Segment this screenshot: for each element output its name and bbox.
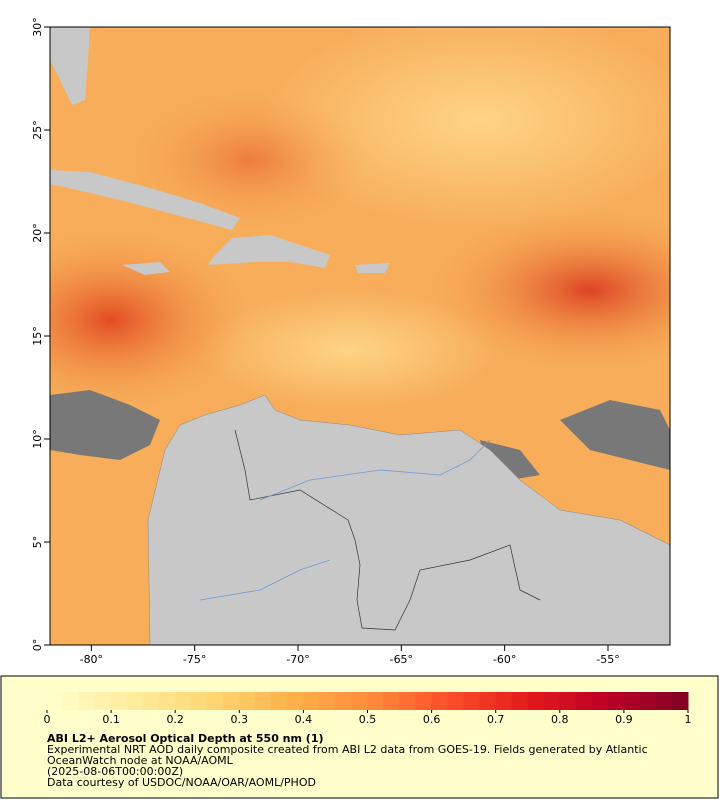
river <box>259 439 491 501</box>
cloud-mask <box>50 390 160 460</box>
colorbar-swatch <box>671 692 689 710</box>
colorbar-swatch <box>383 692 401 710</box>
border <box>347 519 541 631</box>
colorbar-tick-label: 0.7 <box>487 713 505 726</box>
colorbar-swatch <box>207 692 224 710</box>
x-tick-label: -65° <box>390 653 413 666</box>
legend-line: (2025-08-06T00:00:00Z) <box>47 765 183 778</box>
border <box>234 429 349 521</box>
colorbar-swatch <box>639 692 657 710</box>
colorbar-swatch <box>591 692 609 710</box>
land <box>50 170 240 230</box>
colorbar-tick-label: 0.2 <box>166 713 184 726</box>
colorbar-swatch <box>399 692 417 710</box>
x-tick-label: -60° <box>493 653 516 666</box>
colorbar-swatch <box>623 692 641 710</box>
colorbar-swatch <box>175 692 192 710</box>
colorbar-tick-label: 0.5 <box>359 713 377 726</box>
colorbar-swatch <box>655 692 673 710</box>
colorbar-swatch <box>63 692 80 710</box>
colorbar-swatch <box>463 692 481 710</box>
axes: -80° -75° -70° -65° -60° -55° 0° 5° 10° 15° 20° 25°… <box>31 17 620 666</box>
colorbar-swatch <box>47 692 64 710</box>
x-tick-label: -80° <box>80 653 103 666</box>
colorbar-swatch <box>143 692 160 710</box>
colorbar-swatch <box>351 692 368 710</box>
legend-title: ABI L2+ Aerosol Optical Depth at 550 nm … <box>47 732 324 745</box>
colorbar-swatch <box>559 692 577 710</box>
land <box>147 394 670 645</box>
x-tick-label: -75° <box>183 653 206 666</box>
land <box>122 262 170 275</box>
colorbar-tick-label: 0.6 <box>423 713 441 726</box>
colorbar-swatch <box>111 692 128 710</box>
colorbar-tick-label: 1 <box>685 713 692 726</box>
colorbar-swatch <box>159 692 176 710</box>
colorbar-swatch <box>607 692 625 710</box>
colorbar-swatch <box>223 692 240 710</box>
y-tick-label: 30° <box>31 17 44 37</box>
colorbar-tick-label: 0.8 <box>551 713 569 726</box>
colorbar-swatch <box>271 692 288 710</box>
colorbar-swatch <box>495 692 513 710</box>
colorbar-swatch <box>287 692 304 710</box>
colorbar-swatch <box>239 692 256 710</box>
colorbar-swatch <box>543 692 561 710</box>
colorbar-swatch <box>479 692 497 710</box>
colorbar-tick-label: 0.9 <box>615 713 633 726</box>
colorbar-swatch <box>95 692 112 710</box>
colorbar-swatch <box>367 692 385 710</box>
x-tick-label: -70° <box>286 653 309 666</box>
colorbar-tick-label: 0.3 <box>231 713 249 726</box>
y-tick-label: 10° <box>31 429 44 449</box>
legend-line: Data courtesy of USDOC/NOAA/OAR/AOML/PHO… <box>47 776 316 789</box>
colorbar-swatch <box>511 692 529 710</box>
land <box>50 27 90 105</box>
land <box>355 263 390 273</box>
colorbar-swatch <box>415 692 433 710</box>
colorbar-tick-label: 0.1 <box>102 713 120 726</box>
colorbar-tick-label: 0 <box>44 713 51 726</box>
river <box>199 559 331 601</box>
y-tick-label: 15° <box>31 326 44 346</box>
colorbar-swatch <box>255 692 272 710</box>
colorbar-swatch <box>335 692 352 710</box>
y-tick-label: 0° <box>31 639 44 652</box>
colorbar-swatch <box>431 692 449 710</box>
colorbar-swatch <box>127 692 144 710</box>
colorbar-tick-label: 0.4 <box>295 713 313 726</box>
land <box>208 235 330 268</box>
colorbar-swatch <box>527 692 545 710</box>
legend-line: Experimental NRT AOD daily composite cre… <box>47 743 648 756</box>
cloud-mask <box>560 400 670 470</box>
colorbar: 0 0.1 0.2 0.3 0.4 0.5 0.6 0.7 0.8 0.9 1 <box>44 692 692 726</box>
x-tick-label: -55° <box>596 653 619 666</box>
y-tick-label: 5° <box>31 536 44 549</box>
colorbar-swatch <box>575 692 593 710</box>
y-tick-label: 20° <box>31 223 44 243</box>
colorbar-swatch <box>79 692 96 710</box>
legend-line: OceanWatch node at NOAA/AOML <box>47 754 234 767</box>
colorbar-swatch <box>447 692 465 710</box>
colorbar-swatch <box>303 692 320 710</box>
y-tick-label: 25° <box>31 120 44 140</box>
colorbar-swatch <box>191 692 208 710</box>
aod-field <box>50 27 670 645</box>
colorbar-swatch <box>319 692 336 710</box>
